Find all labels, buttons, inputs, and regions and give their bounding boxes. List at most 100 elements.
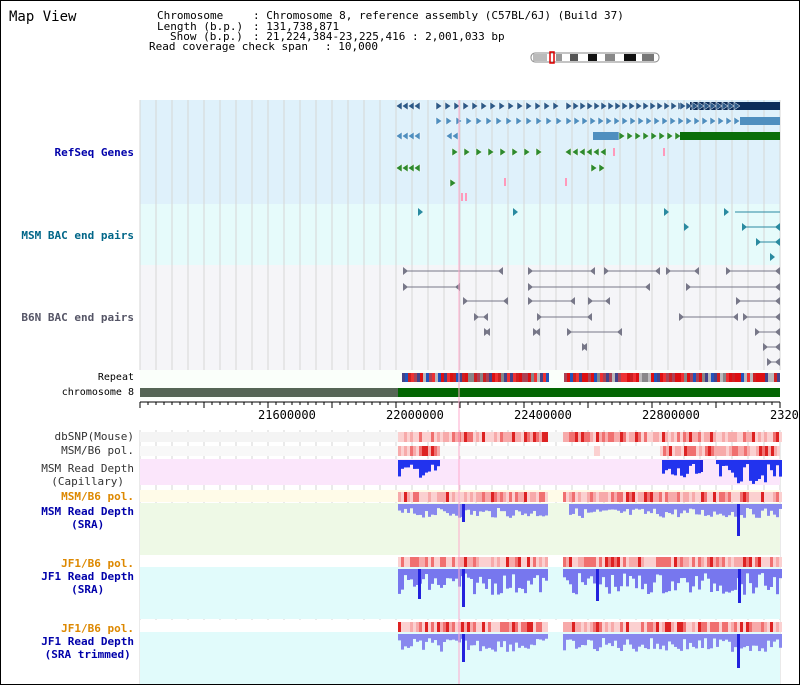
read-depth-bar[interactable] <box>668 460 671 469</box>
polymorphism-cell[interactable] <box>614 432 617 442</box>
repeat-bar[interactable] <box>402 373 780 382</box>
read-depth-bar[interactable] <box>602 504 605 511</box>
polymorphism-cell[interactable] <box>602 492 605 502</box>
polymorphism-cell[interactable] <box>719 622 722 632</box>
read-depth-bar[interactable] <box>539 634 542 640</box>
polymorphism-cell[interactable] <box>693 446 696 456</box>
polymorphism-cell[interactable] <box>771 446 774 456</box>
polymorphism-cell[interactable] <box>684 446 687 456</box>
read-depth-spike[interactable] <box>462 634 465 662</box>
bac-end-glyph[interactable] <box>743 313 748 321</box>
polymorphism-cell[interactable] <box>770 622 773 632</box>
read-depth-bar[interactable] <box>575 634 578 649</box>
polymorphism-cell[interactable] <box>536 557 539 567</box>
gene-arrow-glyph[interactable] <box>451 131 459 141</box>
read-depth-bar[interactable] <box>515 634 518 643</box>
read-depth-bar[interactable] <box>638 569 641 576</box>
polymorphism-cell[interactable] <box>617 557 620 567</box>
gene-tick[interactable] <box>663 148 665 156</box>
read-depth-bar[interactable] <box>746 634 749 647</box>
bac-end-glyph[interactable] <box>767 358 772 366</box>
polymorphism-cell[interactable] <box>590 622 593 632</box>
polymorphism-cell[interactable] <box>446 432 449 442</box>
repeat-segment[interactable] <box>438 373 441 382</box>
polymorphism-cell[interactable] <box>506 622 509 632</box>
polymorphism-cell[interactable] <box>407 432 410 442</box>
gene-arrow-glyph[interactable] <box>721 101 729 111</box>
read-depth-bar[interactable] <box>500 504 503 512</box>
polymorphism-cell[interactable] <box>740 622 743 632</box>
read-depth-bar[interactable] <box>596 504 599 510</box>
gene-arrow-glyph[interactable] <box>565 116 573 126</box>
repeat-segment[interactable] <box>642 373 645 382</box>
read-depth-bar[interactable] <box>758 634 761 652</box>
read-depth-bar[interactable] <box>701 504 704 510</box>
bac-end-glyph[interactable] <box>587 313 592 321</box>
read-depth-bar[interactable] <box>545 634 548 639</box>
repeat-segment[interactable] <box>522 373 525 382</box>
bac-end-glyph[interactable] <box>775 343 780 351</box>
read-depth-bar[interactable] <box>413 460 416 469</box>
repeat-segment[interactable] <box>609 373 612 382</box>
read-depth-bar[interactable] <box>725 569 728 592</box>
polymorphism-cell[interactable] <box>440 432 443 442</box>
polymorphism-cell[interactable] <box>485 622 488 632</box>
polymorphism-cell[interactable] <box>584 432 587 442</box>
polymorphism-cell[interactable] <box>545 492 548 502</box>
repeat-segment[interactable] <box>612 373 615 382</box>
read-depth-bar[interactable] <box>671 634 674 645</box>
polymorphism-cell[interactable] <box>704 622 707 632</box>
polymorphism-cell[interactable] <box>410 432 413 442</box>
read-depth-bar[interactable] <box>587 504 590 513</box>
polymorphism-cell[interactable] <box>581 622 584 632</box>
polymorphism-cell[interactable] <box>644 492 647 502</box>
read-depth-bar[interactable] <box>755 634 758 646</box>
polymorphism-cell[interactable] <box>761 432 764 442</box>
track-label-jf1-pol-2[interactable]: JF1/B6 pol. <box>61 622 134 635</box>
repeat-segment[interactable] <box>588 373 591 382</box>
read-depth-bar[interactable] <box>608 634 611 644</box>
polymorphism-cell[interactable] <box>434 492 437 502</box>
polymorphism-cell[interactable] <box>725 432 728 442</box>
track-label-jf1-read-depth-sra[interactable]: JF1 Read Depth (SRA) <box>41 570 134 596</box>
polymorphism-cell[interactable] <box>449 622 452 632</box>
polymorphism-cell[interactable] <box>482 557 485 567</box>
read-depth-bar[interactable] <box>713 504 716 512</box>
gene-arrow-glyph[interactable] <box>645 116 653 126</box>
repeat-segment[interactable] <box>720 373 723 382</box>
polymorphism-cell[interactable] <box>692 622 695 632</box>
read-depth-bar[interactable] <box>512 634 515 652</box>
repeat-segment[interactable] <box>570 373 573 382</box>
read-depth-bar[interactable] <box>764 569 767 586</box>
polymorphism-cell[interactable] <box>746 492 749 502</box>
read-depth-bar[interactable] <box>506 569 509 589</box>
read-depth-bar[interactable] <box>746 460 749 465</box>
read-depth-bar[interactable] <box>440 634 443 652</box>
read-depth-bar[interactable] <box>575 504 578 509</box>
read-depth-bar[interactable] <box>671 504 674 515</box>
read-depth-bar[interactable] <box>437 504 440 509</box>
bac-end-glyph[interactable] <box>726 267 731 275</box>
repeat-segment[interactable] <box>699 373 702 382</box>
read-depth-bar[interactable] <box>617 504 620 511</box>
read-depth-bar[interactable] <box>737 460 740 484</box>
polymorphism-cell[interactable] <box>527 557 530 567</box>
polymorphism-cell[interactable] <box>770 432 773 442</box>
polymorphism-cell[interactable] <box>767 432 770 442</box>
repeat-segment[interactable] <box>597 373 600 382</box>
polymorphism-cell[interactable] <box>533 622 536 632</box>
gene-arrow-glyph[interactable] <box>495 116 503 126</box>
polymorphism-cell[interactable] <box>674 557 677 567</box>
read-depth-bar[interactable] <box>728 504 731 516</box>
bac-end-glyph[interactable] <box>733 313 738 321</box>
polymorphism-cell[interactable] <box>563 557 566 567</box>
read-depth-bar[interactable] <box>698 569 701 590</box>
gene-arrow-glyph[interactable] <box>413 131 421 141</box>
read-depth-bar[interactable] <box>725 634 728 640</box>
read-depth-spike[interactable] <box>737 504 740 536</box>
polymorphism-cell[interactable] <box>716 622 719 632</box>
bac-end-glyph[interactable] <box>463 297 468 305</box>
polymorphism-cell[interactable] <box>777 446 780 456</box>
read-depth-bar[interactable] <box>497 569 500 595</box>
read-depth-bar[interactable] <box>680 634 683 651</box>
